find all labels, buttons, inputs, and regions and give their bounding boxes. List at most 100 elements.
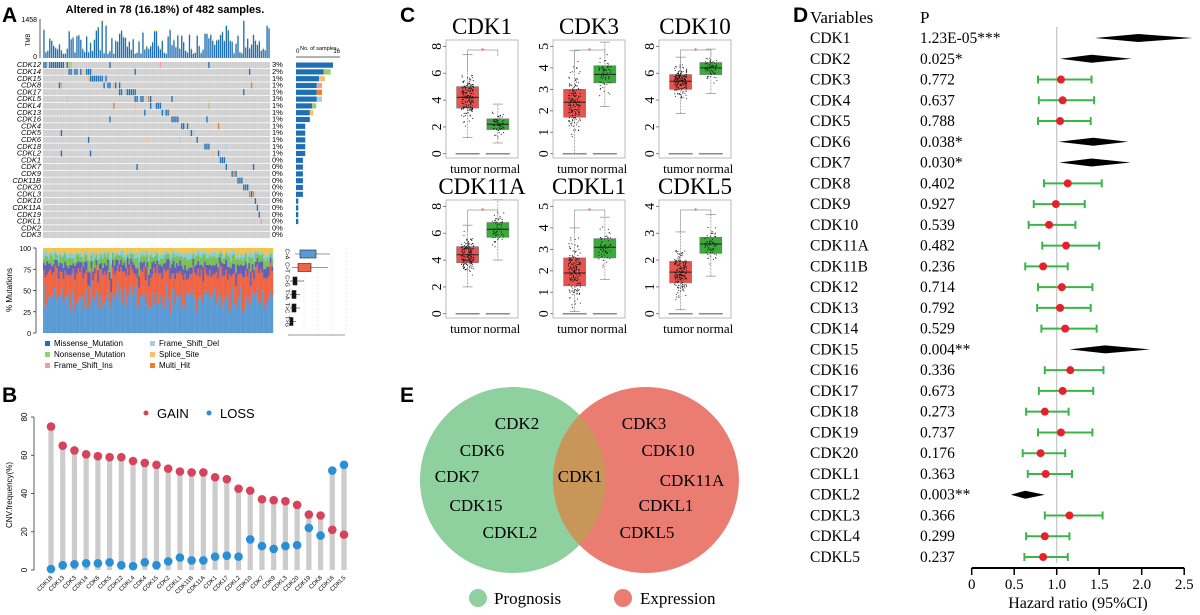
alteration-cell — [126, 89, 129, 96]
stack-segment — [251, 263, 254, 272]
stack-segment — [256, 248, 259, 252]
data-point — [473, 246, 475, 248]
data-point — [604, 69, 606, 71]
data-point — [603, 73, 606, 75]
data-point — [570, 109, 572, 111]
stack-segment — [108, 280, 111, 302]
data-point — [573, 262, 575, 264]
alteration-cell — [239, 177, 241, 184]
data-point — [605, 250, 607, 253]
stack-segment — [179, 248, 182, 254]
stack-segment — [125, 248, 127, 256]
stack-segment — [95, 265, 98, 292]
cnv-bar — [235, 488, 242, 570]
stack-segment — [107, 270, 109, 291]
side-bar — [296, 89, 317, 95]
data-point — [715, 65, 717, 67]
alteration-cell — [163, 109, 165, 116]
data-point — [571, 85, 573, 87]
column-header: P — [920, 8, 929, 27]
tmb-bar-cap — [161, 39, 163, 42]
data-point — [462, 107, 464, 109]
axis-label: % Mutations — [5, 268, 14, 312]
data-point — [470, 92, 472, 95]
stack-segment — [107, 249, 109, 254]
stack-segment — [256, 254, 259, 259]
stack-segment — [84, 261, 86, 274]
tmb-bar — [239, 52, 241, 58]
data-point — [568, 259, 570, 261]
stack-segment — [217, 267, 219, 279]
stack-segment — [192, 295, 195, 333]
significance-star: * — [588, 47, 592, 55]
data-point — [683, 271, 685, 273]
data-point — [608, 69, 610, 71]
data-point — [470, 88, 472, 90]
tmb-bar-cap — [214, 43, 216, 46]
stack-segment — [171, 289, 173, 333]
stack-segment — [115, 259, 118, 272]
p-value: 0.363 — [920, 466, 955, 483]
side-bar — [296, 123, 306, 129]
stack-segment — [79, 253, 81, 258]
data-point — [602, 82, 604, 84]
tick-label: 0 — [20, 567, 29, 572]
stack-segment — [181, 265, 183, 275]
stack-segment — [144, 248, 147, 251]
data-point — [712, 249, 714, 251]
tmb-bar-cap — [245, 46, 247, 48]
stack-segment — [227, 252, 229, 256]
stack-segment — [253, 248, 256, 254]
data-point — [462, 260, 464, 262]
stack-segment — [259, 302, 262, 333]
gene-label: CDK20 — [17, 183, 42, 192]
p-value: 0.336 — [920, 362, 955, 379]
data-point — [463, 106, 466, 108]
data-point — [578, 108, 580, 111]
stack-segment — [238, 265, 241, 274]
stack-segment — [171, 251, 173, 258]
tick-label: 25 — [23, 310, 31, 317]
data-point — [461, 95, 463, 97]
data-point — [674, 78, 676, 80]
tmb-bar-cap — [258, 40, 260, 42]
data-point — [571, 133, 573, 135]
stack-segment — [176, 294, 178, 333]
stack-segment — [54, 265, 57, 289]
stack-segment — [121, 248, 124, 251]
stack-segment — [167, 251, 170, 254]
stack-segment — [218, 251, 221, 254]
loss-point — [234, 552, 243, 561]
stack-segment — [77, 251, 80, 255]
data-point — [462, 93, 464, 95]
data-point — [609, 257, 611, 260]
stack-segment — [204, 248, 206, 250]
stack-segment — [177, 252, 180, 258]
data-point — [575, 261, 578, 263]
stack-segment — [205, 293, 208, 333]
data-point — [467, 96, 469, 98]
data-point — [600, 244, 602, 246]
side-bar — [296, 150, 306, 157]
tmb-bar — [103, 53, 105, 58]
stack-segment — [51, 248, 54, 253]
matrix-row-bg — [43, 68, 270, 75]
stack-segment — [261, 290, 264, 333]
percent-label: 1% — [272, 121, 283, 130]
tmb-bar — [219, 35, 222, 58]
tmb-bar-cap — [107, 52, 109, 54]
data-point — [710, 232, 712, 234]
chart-title: Altered in 78 (16.18%) of 482 samples. — [66, 4, 265, 16]
tmb-bar-cap — [217, 38, 220, 40]
stack-segment — [246, 248, 249, 257]
tmb-bar — [97, 27, 99, 58]
data-point — [467, 268, 469, 270]
stack-segment — [205, 273, 208, 294]
stack-segment — [98, 258, 101, 265]
stack-segment — [100, 254, 103, 263]
data-point — [463, 96, 466, 99]
stack-segment — [139, 269, 142, 297]
tmb-bar-cap — [169, 28, 171, 31]
tmb-bar — [68, 31, 70, 58]
legend-label: Frame_Shift_Ins — [54, 361, 113, 370]
